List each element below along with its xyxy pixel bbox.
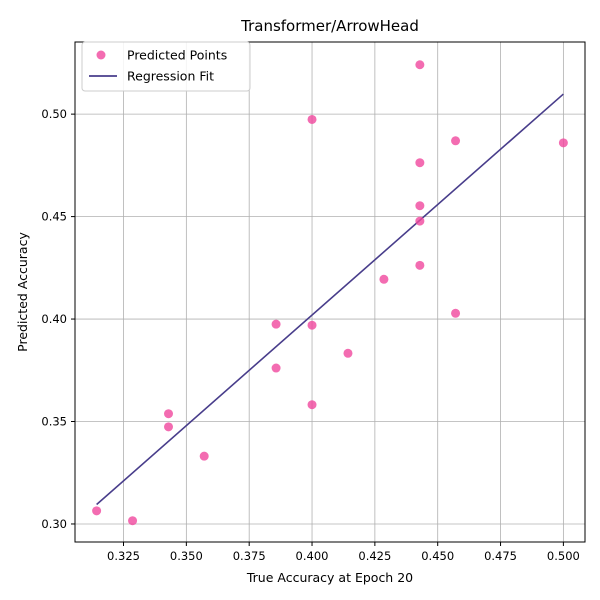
plot-frame: [74, 41, 586, 543]
y-tick-label: 0.35: [41, 415, 67, 429]
predicted-point: [415, 60, 425, 70]
x-tick-label: 0.475: [484, 549, 517, 563]
x-tick-label: 0.350: [170, 549, 203, 563]
y-axis-label: Predicted Accuracy: [15, 232, 30, 352]
predicted-point: [451, 308, 461, 318]
predicted-point: [307, 114, 317, 124]
predicted-point: [199, 451, 209, 461]
x-tick-label: 0.425: [358, 549, 391, 563]
x-axis-ticks: 0.325 0.350 0.375 0.400 0.425 0.450 0.475 0.500: [107, 542, 580, 563]
legend-regression-fit-label: Regression Fit: [127, 69, 214, 84]
predicted-point: [415, 216, 425, 226]
x-tick-label: 0.500: [547, 549, 580, 563]
predicted-point: [451, 136, 461, 146]
predicted-point: [92, 506, 102, 516]
predicted-point: [415, 260, 425, 270]
regression-fit-layer: [96, 93, 564, 506]
x-tick-label: 0.400: [296, 549, 329, 563]
predicted-point: [164, 422, 174, 432]
predicted-point: [379, 274, 389, 284]
predicted-point: [128, 516, 138, 526]
y-tick-label: 0.30: [41, 517, 67, 531]
legend: Predicted Points Regression Fit: [81, 41, 251, 92]
grid: [75, 42, 585, 542]
predicted-point: [415, 201, 425, 211]
y-axis-ticks: 0.30 0.35 0.40 0.45 0.50: [41, 107, 75, 531]
predicted-point: [271, 363, 281, 373]
predicted-point: [415, 158, 425, 168]
x-tick-label: 0.450: [421, 549, 454, 563]
predicted-point: [343, 348, 353, 358]
regression-fit-line: [96, 93, 564, 506]
x-axis-label: True Accuracy at Epoch 20: [246, 570, 413, 585]
y-tick-label: 0.40: [41, 312, 67, 326]
x-tick-label: 0.325: [107, 549, 140, 563]
legend-predicted-points-label: Predicted Points: [127, 48, 227, 63]
predicted-point: [307, 320, 317, 330]
x-tick-label: 0.375: [233, 549, 266, 563]
chart-title: Transformer/ArrowHead: [240, 17, 419, 35]
predicted-point: [271, 319, 281, 329]
predicted-point: [307, 400, 317, 410]
legend-box: [81, 41, 251, 92]
legend-predicted-points-marker: [96, 50, 106, 60]
y-tick-label: 0.50: [41, 107, 67, 121]
y-tick-label: 0.45: [41, 210, 67, 224]
predicted-points-layer: [92, 60, 568, 526]
predicted-point: [164, 409, 174, 419]
predicted-point: [558, 138, 568, 148]
